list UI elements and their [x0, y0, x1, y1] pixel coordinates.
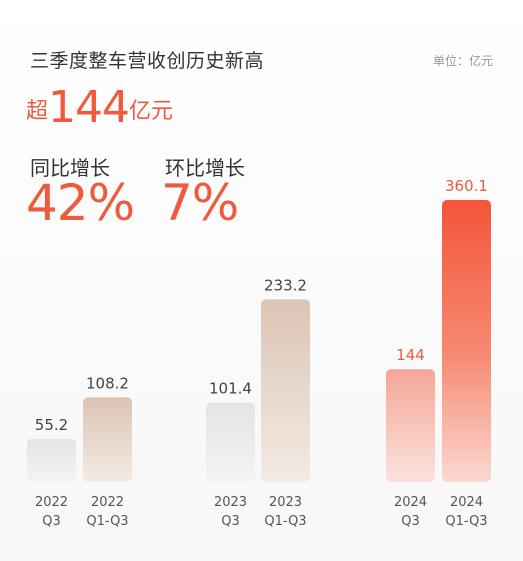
x-tick-year: 2024 [450, 495, 483, 510]
yoy-growth-label: 同比增长 [30, 156, 110, 180]
x-tick-year: 2023 [269, 495, 302, 510]
yoy-growth-value: 42% [26, 174, 135, 232]
x-tick-period: Q3 [401, 514, 420, 529]
headline-prefix: 超 [26, 99, 49, 124]
x-tick-period: Q3 [221, 514, 240, 529]
bar-value-label: 144 [396, 346, 425, 364]
x-tick-year: 2022 [91, 495, 124, 510]
bar-2023-q1-q3 [261, 299, 310, 482]
x-tick-year: 2024 [394, 495, 427, 510]
bar-value-label: 233.2 [264, 276, 307, 294]
x-tick-year: 2022 [35, 495, 68, 510]
page-title: 三季度整车营收创历史新高 [30, 50, 265, 72]
bar-value-label: 108.2 [86, 374, 129, 392]
qoq-growth-label: 环比增长 [165, 156, 245, 180]
x-tick-period: Q1-Q3 [445, 514, 487, 529]
bar-2023-q3 [206, 402, 255, 482]
bar-2024-q1-q3 [442, 200, 491, 482]
x-tick-period: Q1-Q3 [86, 514, 128, 529]
headline: 超144亿元 [26, 82, 173, 133]
bar-value-label: 55.2 [35, 416, 68, 434]
bar-2022-q3 [27, 438, 76, 482]
unit-label: 单位：亿元 [432, 54, 493, 68]
x-tick-period: Q3 [42, 514, 61, 529]
x-tick-period: Q1-Q3 [264, 514, 306, 529]
bar-value-label: 101.4 [209, 380, 252, 398]
x-tick-year: 2023 [214, 495, 247, 510]
bar-2022-q1-q3 [83, 397, 132, 482]
bar-value-label: 360.1 [445, 177, 488, 195]
qoq-growth-value: 7% [161, 174, 239, 232]
bar-2024-q3 [386, 369, 435, 482]
headline-suffix: 亿元 [129, 99, 174, 124]
headline-number: 144 [48, 82, 130, 133]
